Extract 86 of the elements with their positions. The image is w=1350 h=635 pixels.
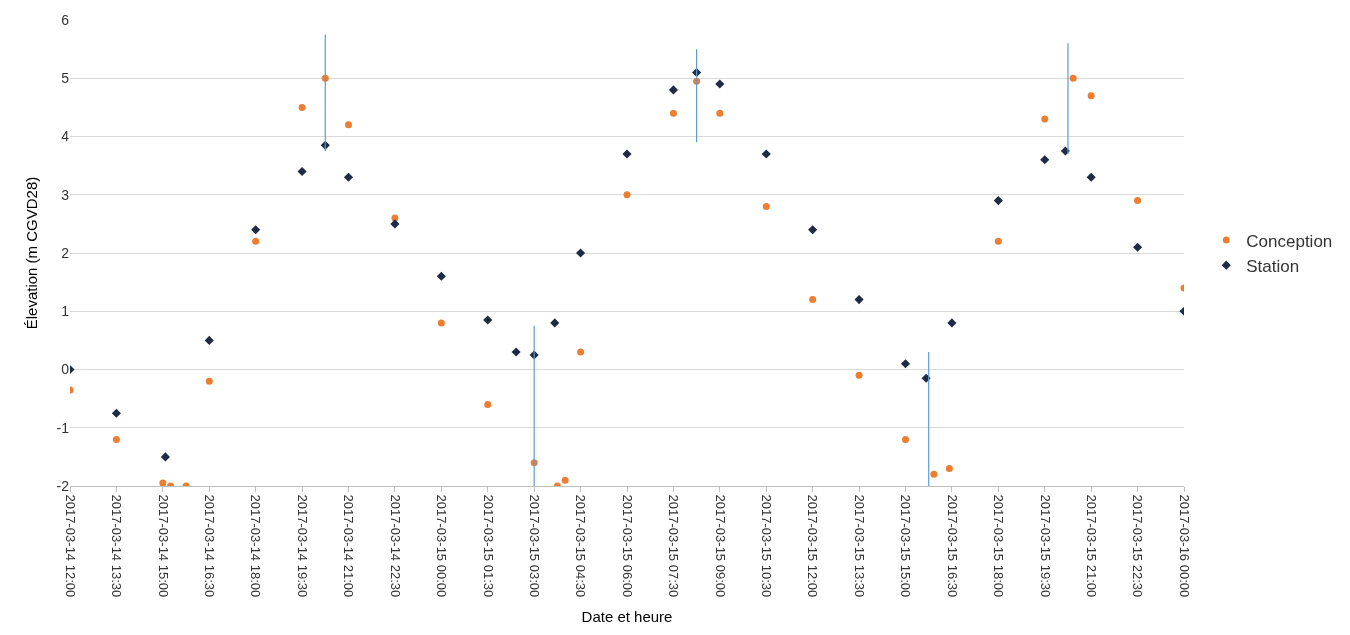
y-tick-label: 4	[61, 128, 70, 145]
point	[716, 109, 724, 117]
point	[1086, 172, 1096, 182]
point	[483, 315, 493, 325]
x-tick-label: 2017-03-15 06:00	[619, 494, 635, 598]
x-tick-label: 2017-03-15 07:30	[666, 494, 682, 598]
x-tick-label: 2017-03-14 15:00	[155, 494, 171, 598]
point	[855, 371, 863, 379]
point	[484, 400, 492, 408]
point	[437, 319, 445, 327]
point	[111, 408, 121, 418]
point	[205, 377, 213, 385]
x-tick-label: 2017-03-15 21:00	[1083, 494, 1099, 598]
point	[668, 85, 678, 95]
x-tick-label: 2017-03-15 10:30	[759, 494, 775, 598]
point	[298, 103, 306, 111]
point	[390, 219, 400, 229]
point	[159, 479, 167, 486]
point	[1134, 197, 1142, 205]
x-tick-label: 2017-03-14 13:30	[109, 494, 125, 598]
x-tick-label: 2017-03-15 00:00	[434, 494, 450, 598]
x-tick-label: 2017-03-15 01:30	[480, 494, 496, 598]
point	[1087, 92, 1095, 100]
x-tick-label: 2017-03-15 15:00	[898, 494, 914, 598]
y-axis-title: Élevation (m CGVD28)	[22, 176, 40, 330]
point	[204, 335, 214, 345]
point	[622, 149, 632, 159]
x-tick-label: 2017-03-14 12:00	[62, 494, 78, 598]
x-axis-title: Date et heure	[581, 608, 673, 626]
point	[808, 225, 818, 235]
x-tick-label: 2017-03-15 19:30	[1037, 494, 1053, 598]
point	[902, 435, 909, 443]
point	[160, 452, 170, 462]
point	[900, 359, 911, 369]
point	[577, 348, 585, 356]
point	[809, 296, 817, 304]
point	[252, 237, 260, 245]
y-tick-label: 5	[61, 70, 70, 87]
x-tick-label: 2017-03-14 19:30	[294, 494, 310, 598]
y-tick-label: 6	[61, 11, 70, 28]
point	[715, 79, 725, 89]
x-tick-label: 2017-03-16 00:00	[1176, 494, 1192, 598]
point	[623, 191, 631, 199]
point	[854, 295, 864, 305]
y-tick-label: 0	[61, 361, 70, 378]
x-tick-label: 2017-03-15 12:00	[805, 494, 821, 598]
point	[112, 435, 120, 443]
point	[762, 202, 770, 210]
point	[561, 476, 569, 484]
x-tick-label: 2017-03-14 18:00	[248, 494, 264, 598]
legend-label: Conception	[1246, 231, 1333, 251]
point	[945, 465, 953, 473]
legend-label: Station	[1246, 256, 1300, 276]
point	[511, 347, 521, 357]
point	[993, 196, 1003, 206]
x-tick-label: 2017-03-15 13:30	[851, 494, 867, 598]
y-tick-label: -2	[56, 477, 70, 494]
point	[345, 121, 352, 129]
point	[1133, 242, 1143, 252]
point	[930, 470, 938, 478]
y-tick-label: -1	[56, 419, 70, 436]
point	[343, 172, 354, 182]
y-tick-label: 3	[61, 186, 70, 203]
point	[550, 318, 560, 328]
x-tick-label: 2017-03-14 22:30	[387, 494, 403, 598]
x-tick-label: 2017-03-15 22:30	[1130, 494, 1146, 598]
point	[761, 149, 771, 159]
point	[669, 109, 677, 117]
point	[576, 248, 586, 258]
point	[1069, 74, 1077, 82]
x-tick-label: 2017-03-14 21:00	[341, 494, 357, 598]
point	[1040, 155, 1050, 165]
x-tick-label: 2017-03-15 04:30	[573, 494, 589, 598]
point	[994, 237, 1002, 245]
point	[297, 166, 307, 176]
y-tick-label: 2	[61, 244, 70, 261]
point	[947, 318, 957, 328]
x-tick-label: 2017-03-15 03:00	[526, 494, 542, 598]
x-tick-label: 2017-03-15 16:30	[944, 494, 960, 598]
point	[436, 271, 446, 281]
point	[251, 225, 261, 235]
x-tick-label: 2017-03-15 09:00	[712, 494, 728, 598]
point	[1041, 115, 1049, 123]
x-tick-label: 2017-03-15 18:00	[991, 494, 1007, 598]
x-tick-label: 2017-03-14 16:30	[202, 494, 218, 598]
y-tick-label: 1	[61, 303, 70, 320]
